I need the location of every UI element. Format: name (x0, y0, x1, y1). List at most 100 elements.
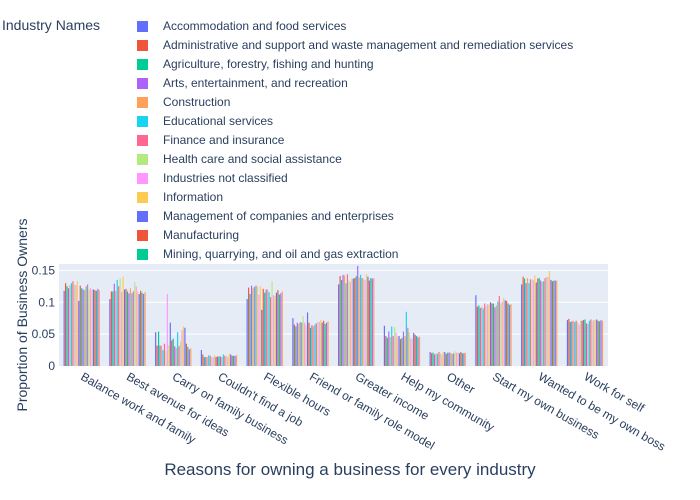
bar[interactable] (131, 293, 133, 366)
bar[interactable] (451, 353, 453, 366)
bar[interactable] (435, 353, 437, 366)
bar[interactable] (457, 352, 459, 366)
bar[interactable] (190, 348, 192, 366)
bar[interactable] (231, 355, 233, 366)
bar[interactable] (482, 308, 484, 367)
bar[interactable] (342, 274, 344, 366)
bar[interactable] (509, 304, 511, 366)
bar[interactable] (484, 303, 486, 366)
bar[interactable] (256, 286, 258, 366)
bar[interactable] (95, 290, 97, 366)
bar[interactable] (494, 307, 496, 366)
bar[interactable] (129, 288, 131, 366)
legend-item[interactable]: Accommodation and food services (137, 19, 346, 33)
bar[interactable] (529, 279, 532, 366)
bar[interactable] (268, 292, 270, 366)
bar[interactable] (391, 326, 393, 366)
bar[interactable] (429, 351, 431, 366)
bar[interactable] (386, 337, 388, 366)
bar[interactable] (252, 288, 254, 366)
bar[interactable] (357, 265, 359, 366)
bar[interactable] (571, 321, 573, 367)
bar[interactable] (439, 353, 441, 366)
bar[interactable] (485, 306, 487, 366)
bar[interactable] (537, 278, 539, 366)
legend[interactable]: Accommodation and food services Administr… (137, 19, 573, 261)
bar[interactable] (259, 286, 261, 366)
bar[interactable] (454, 351, 456, 366)
bar[interactable] (582, 320, 585, 366)
bar[interactable] (262, 288, 264, 366)
bar[interactable] (138, 293, 140, 366)
bar[interactable] (76, 281, 78, 366)
bar[interactable] (431, 353, 433, 366)
bar[interactable] (531, 279, 533, 366)
bar[interactable] (250, 285, 253, 366)
bar[interactable] (158, 331, 160, 366)
bar[interactable] (432, 352, 434, 366)
bar[interactable] (364, 279, 366, 366)
bar[interactable] (535, 282, 537, 366)
bar[interactable] (354, 278, 356, 366)
bar[interactable] (591, 320, 593, 366)
bar[interactable] (141, 292, 143, 366)
legend-item[interactable]: Finance and insurance (137, 133, 285, 147)
bar[interactable] (392, 336, 394, 366)
legend-item[interactable]: Arts, entertainment, and recreation (137, 76, 348, 90)
bar[interactable] (373, 278, 375, 366)
bar[interactable] (72, 281, 74, 366)
bar[interactable] (596, 319, 598, 366)
bar[interactable] (599, 321, 601, 367)
bar[interactable] (215, 357, 217, 366)
bar[interactable] (160, 345, 163, 366)
bar[interactable] (398, 336, 400, 366)
bar[interactable] (578, 324, 580, 366)
bar[interactable] (488, 304, 490, 366)
bar[interactable] (553, 280, 555, 366)
bar[interactable] (144, 292, 146, 366)
bar[interactable] (504, 300, 506, 366)
bar[interactable] (540, 280, 542, 366)
bar[interactable] (98, 290, 100, 366)
bar[interactable] (362, 278, 365, 366)
bar[interactable] (495, 305, 497, 366)
bar[interactable] (312, 326, 314, 366)
bar[interactable] (188, 349, 190, 366)
bar[interactable] (208, 355, 210, 366)
bar[interactable] (566, 320, 568, 366)
bar[interactable] (525, 283, 527, 367)
bar[interactable] (556, 280, 558, 366)
bar[interactable] (228, 353, 230, 366)
bar[interactable] (371, 278, 373, 366)
bar[interactable] (172, 338, 174, 366)
bar[interactable] (169, 322, 171, 366)
bar[interactable] (399, 339, 402, 366)
bar[interactable] (94, 290, 96, 366)
bar[interactable] (327, 321, 329, 367)
bar[interactable] (163, 343, 166, 366)
bar[interactable] (224, 355, 226, 366)
bar[interactable] (478, 305, 480, 366)
bar[interactable] (267, 289, 269, 367)
bar[interactable] (475, 295, 477, 366)
bar[interactable] (315, 323, 317, 366)
bar[interactable] (343, 275, 346, 366)
bar[interactable] (346, 274, 349, 366)
bar[interactable] (397, 336, 399, 366)
bar[interactable] (405, 311, 407, 366)
bar[interactable] (277, 290, 279, 366)
bar[interactable] (309, 327, 312, 366)
bar[interactable] (140, 290, 142, 366)
bar[interactable] (265, 289, 267, 367)
bar[interactable] (121, 292, 123, 366)
legend-item[interactable]: Mining, quarrying, and oil and gas extra… (137, 247, 398, 261)
bar[interactable] (203, 357, 205, 366)
bar[interactable] (510, 304, 512, 366)
bar[interactable] (394, 327, 396, 366)
bar[interactable] (159, 345, 161, 366)
bar[interactable] (417, 337, 419, 366)
bar[interactable] (67, 288, 70, 366)
bar[interactable] (253, 286, 256, 366)
bar[interactable] (588, 320, 590, 366)
bar[interactable] (280, 293, 282, 366)
